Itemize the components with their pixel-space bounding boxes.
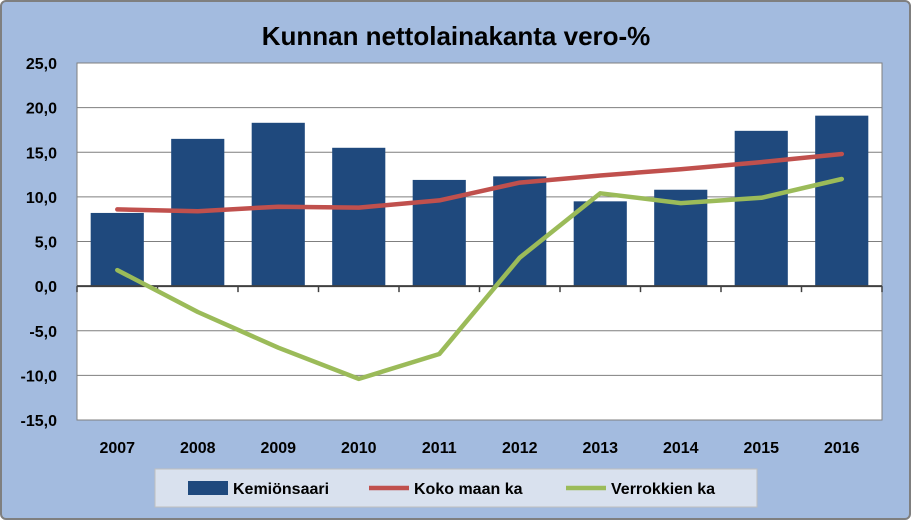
y-tick-label: -5,0 <box>29 324 57 341</box>
bar <box>654 189 708 287</box>
x-tick-label: 2013 <box>582 440 618 457</box>
y-axis-ticks: 25,0 20,0 15,0 10,0 5,0 0,0 -5,0 -10,0 -15,0 <box>21 56 58 430</box>
y-tick-label: -10,0 <box>21 368 58 385</box>
x-tick-label: 2007 <box>99 440 135 457</box>
x-tick-label: 2015 <box>743 440 779 457</box>
y-tick-label: 0,0 <box>35 279 57 296</box>
legend-label: Verrokkien ka <box>611 481 715 498</box>
y-tick-label: 25,0 <box>26 56 57 73</box>
x-tick-label: 2012 <box>502 440 538 457</box>
x-tick-label: 2016 <box>824 440 860 457</box>
bar <box>815 115 869 287</box>
bar <box>573 201 627 287</box>
x-tick-label: 2014 <box>663 440 699 457</box>
legend-box <box>154 468 758 508</box>
y-tick-label: -15,0 <box>21 413 58 430</box>
x-axis-ticks: 2007 2008 2009 2010 2011 2012 2013 2014 2015 2016 <box>99 440 859 457</box>
legend-swatch <box>188 481 228 495</box>
bar <box>90 212 144 287</box>
line-series <box>115 151 845 382</box>
bar <box>734 130 788 287</box>
series-line <box>115 176 845 382</box>
series-line <box>115 151 845 214</box>
y-tick-label: 10,0 <box>26 190 57 207</box>
legend-label: Koko maan ka <box>414 481 523 498</box>
y-tick-label: 20,0 <box>26 101 57 118</box>
x-tick-label: 2011 <box>422 440 457 457</box>
bar <box>332 147 386 287</box>
legend: Kemiönsaari Koko maan ka Verrokkien ka <box>188 481 715 498</box>
bar <box>493 176 547 287</box>
chart-title: Kunnan nettolainakanta vero-% <box>262 21 651 51</box>
y-tick-label: 5,0 <box>35 235 57 252</box>
x-tick-label: 2009 <box>260 440 296 457</box>
x-tick-label: 2008 <box>180 440 216 457</box>
x-tick-label: 2010 <box>341 440 377 457</box>
legend-label: Kemiönsaari <box>233 481 329 498</box>
y-tick-label: 15,0 <box>26 145 57 162</box>
